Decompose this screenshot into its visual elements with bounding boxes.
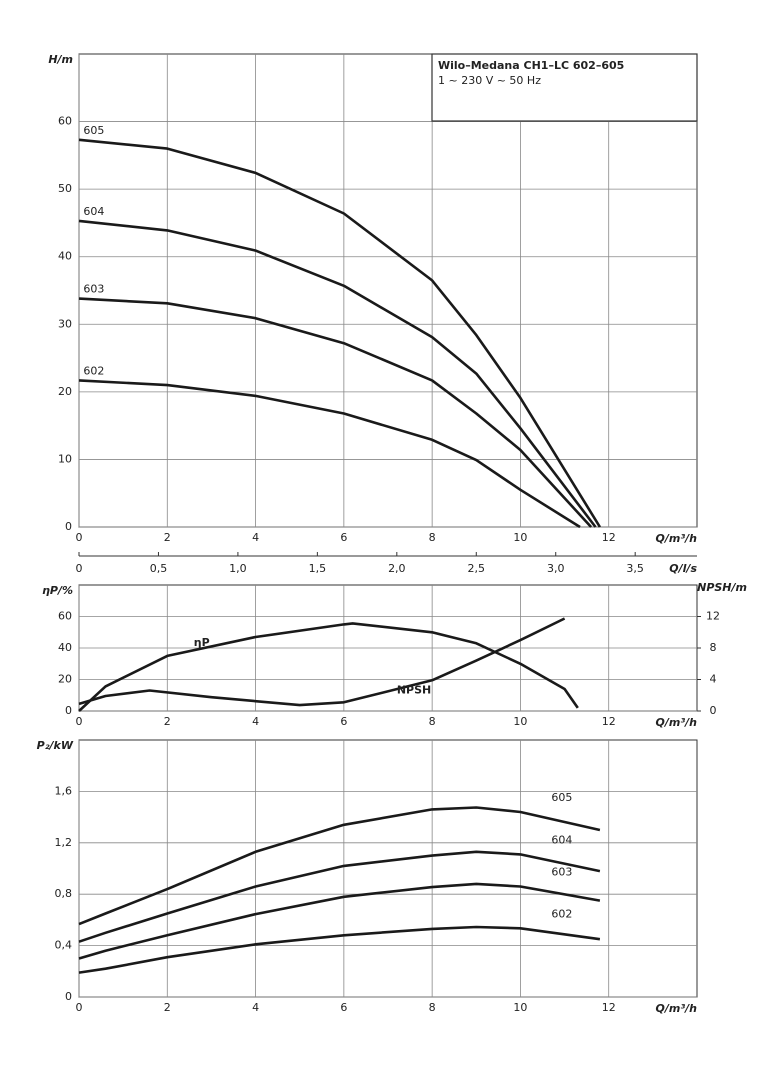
y2-axis-label: NPSH/m xyxy=(697,581,747,594)
x-tick-label: 10 xyxy=(513,531,527,544)
y2-tick-label: 12 xyxy=(706,610,720,623)
curve xyxy=(78,806,601,926)
y-tick-label: 0 xyxy=(65,520,72,533)
y-axis-label: ηP/% xyxy=(42,584,73,597)
x-tick-label: 12 xyxy=(602,715,616,728)
x-tick-label: 4 xyxy=(252,1001,259,1014)
curve xyxy=(78,622,579,712)
x-tick-label: 0 xyxy=(76,1001,83,1014)
x-tick-label: 8 xyxy=(429,1001,436,1014)
y-axis-label: H/m xyxy=(48,53,73,66)
curve-label: 604 xyxy=(551,833,572,846)
curve-label: 605 xyxy=(551,791,572,804)
x-axis-label: Q/m³/h xyxy=(656,532,698,545)
curve-label: 604 xyxy=(83,205,104,218)
curve xyxy=(78,138,602,528)
y-tick-label: 10 xyxy=(58,452,72,465)
curve xyxy=(78,882,601,960)
curve-label: 605 xyxy=(83,124,104,137)
x-tick-label: 6 xyxy=(340,715,347,728)
title-box xyxy=(431,53,698,122)
x2-tick-label: 2,5 xyxy=(468,562,486,575)
x2-tick-label: 0,5 xyxy=(150,562,168,575)
x2-tick-label: 1,5 xyxy=(309,562,327,575)
x-axis-label: Q/m³/h xyxy=(656,1002,698,1015)
y-tick-label: 0,8 xyxy=(55,887,73,900)
y-tick-label: 1,2 xyxy=(55,836,73,849)
y-tick-label: 0,4 xyxy=(55,939,73,952)
curve-label: 602 xyxy=(83,364,104,377)
curve xyxy=(78,219,597,528)
y2-tick-label: 4 xyxy=(710,673,717,686)
x-tick-label: 0 xyxy=(76,531,83,544)
curve xyxy=(78,617,566,707)
y-tick-label: 50 xyxy=(58,182,72,195)
x-axis-label: Q/m³/h xyxy=(656,716,698,729)
curve xyxy=(78,379,581,529)
y-tick-label: 60 xyxy=(58,610,72,623)
y-tick-label: 40 xyxy=(58,250,72,263)
x2-axis-label: Q/l/s xyxy=(669,562,697,575)
x-tick-label: 6 xyxy=(340,531,347,544)
y2-tick-label: 8 xyxy=(710,641,717,654)
x-tick-label: 0 xyxy=(76,715,83,728)
curve-label: 603 xyxy=(551,865,572,878)
x-tick-label: 10 xyxy=(513,1001,527,1014)
x2-tick-label: 2,0 xyxy=(388,562,406,575)
y-tick-label: 0 xyxy=(65,990,72,1003)
curve xyxy=(78,925,601,974)
x-tick-label: 12 xyxy=(602,531,616,544)
chart-title: Wilo–Medana CH1–LC 602–605 xyxy=(438,59,624,72)
x-tick-label: 10 xyxy=(513,715,527,728)
chart-subtitle: 1 ~ 230 V ~ 50 Hz xyxy=(438,74,541,87)
y2-tick-label: 0 xyxy=(710,704,717,717)
x2-tick-label: 3,0 xyxy=(547,562,565,575)
curve-label: 603 xyxy=(83,283,104,296)
curve xyxy=(78,297,593,528)
y-tick-label: 1,6 xyxy=(55,784,73,797)
y-tick-label: 20 xyxy=(58,385,72,398)
curve-label: NPSH xyxy=(397,683,431,696)
x-tick-label: 12 xyxy=(602,1001,616,1014)
y-axis-label: P₂/kW xyxy=(37,739,74,752)
y-tick-label: 20 xyxy=(58,673,72,686)
y-tick-label: 40 xyxy=(58,641,72,654)
y-tick-label: 0 xyxy=(65,704,72,717)
x-tick-label: 8 xyxy=(429,531,436,544)
x2-tick-label: 3,5 xyxy=(626,562,644,575)
x-tick-label: 2 xyxy=(164,531,171,544)
x2-tick-label: 1,0 xyxy=(229,562,247,575)
plot-frame xyxy=(78,739,698,998)
x-tick-label: 6 xyxy=(340,1001,347,1014)
curve xyxy=(78,850,601,943)
curve-label: ηP xyxy=(194,636,210,649)
x-tick-label: 4 xyxy=(252,531,259,544)
plot-frame xyxy=(78,53,698,528)
x-tick-label: 2 xyxy=(164,1001,171,1014)
y-tick-label: 30 xyxy=(58,317,72,330)
x2-tick-label: 0 xyxy=(76,562,83,575)
curve-label: 602 xyxy=(551,907,572,920)
x-tick-label: 4 xyxy=(252,715,259,728)
x-tick-label: 8 xyxy=(429,715,436,728)
x-tick-label: 2 xyxy=(164,715,171,728)
y-tick-label: 60 xyxy=(58,115,72,128)
